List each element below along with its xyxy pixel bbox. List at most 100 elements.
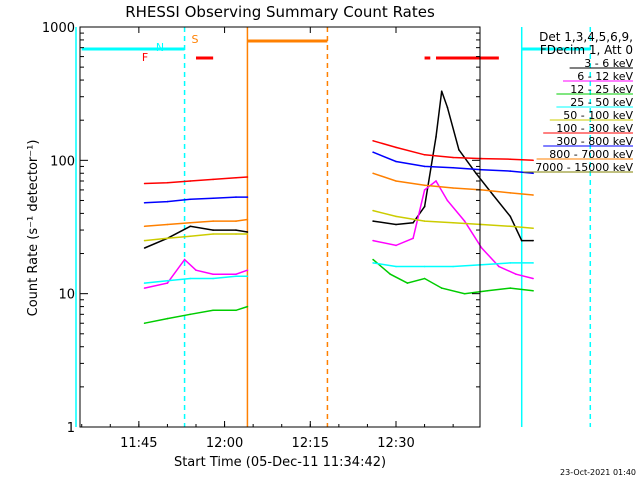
series-4-point-8 — [395, 215, 397, 218]
series-6-point-9 — [423, 165, 426, 168]
series-6-point-12 — [509, 170, 512, 172]
series-7-point-11 — [480, 189, 483, 191]
legend-entry-2: 12 - 25 keV — [570, 83, 633, 96]
series-2-point-9 — [406, 282, 409, 284]
series-6-point-13 — [532, 172, 534, 175]
series-5-point-5 — [246, 176, 249, 178]
series-1-point-1 — [166, 282, 169, 284]
series-0-point-16 — [492, 194, 494, 196]
flag-label-S: S — [192, 33, 199, 46]
series-5-point-11 — [480, 157, 483, 160]
series-2-point-4 — [235, 309, 237, 312]
y-tick-label-3: 1000 — [42, 21, 75, 36]
series-6-point-10 — [452, 166, 454, 169]
series-1-point-16 — [498, 265, 500, 268]
x-tick-label-1: 12:00 — [206, 436, 243, 451]
series-5-point-7 — [372, 140, 374, 142]
series-7-point-10 — [452, 187, 454, 189]
series-4-point-10 — [452, 222, 454, 224]
series-3-point-11 — [480, 263, 483, 266]
series-4-point-7 — [372, 209, 374, 212]
series-0-point-7 — [372, 220, 374, 222]
series-1-point-15 — [480, 247, 483, 249]
series-1-point-4 — [212, 273, 214, 276]
series-3-point-0 — [143, 282, 146, 284]
series-4-point-4 — [235, 233, 237, 235]
series-6-point-0 — [143, 202, 146, 204]
series-5-point-9 — [423, 154, 426, 156]
series-7-point-8 — [395, 180, 397, 182]
series-1-point-9 — [395, 244, 397, 247]
legend-header-detectors: Det 1,3,4,5,6,9, — [539, 30, 633, 44]
flag-label-F: F — [142, 51, 148, 64]
series-5-point-13 — [532, 159, 534, 162]
legend-entry-1: 6 - 12 keV — [577, 70, 633, 83]
series-7-point-12 — [509, 192, 512, 194]
series-6-point-2 — [189, 198, 192, 201]
series-7-point-2 — [189, 222, 192, 224]
y-axis-label: Count Rate (s⁻¹ detector⁻¹) — [26, 140, 41, 317]
series-0-point-18 — [520, 239, 523, 242]
series-0-point-12 — [440, 90, 443, 92]
series-0-point-4 — [235, 229, 237, 231]
series-2-point-15 — [532, 290, 534, 292]
legend-entry-7: 800 - 7000 keV — [549, 148, 633, 161]
series-2-point-7 — [372, 258, 374, 261]
series-3-point-5 — [246, 275, 249, 278]
series-6-point-3 — [212, 197, 214, 199]
series-0-point-8 — [395, 223, 397, 226]
series-7-point-4 — [235, 220, 237, 222]
series-3-point-12 — [509, 262, 512, 264]
series-3-point-1 — [166, 279, 169, 282]
series-1-point-11 — [423, 189, 426, 191]
series-0-point-19 — [532, 239, 534, 242]
series-6-point-4 — [235, 196, 237, 198]
series-6-point-5 — [246, 196, 249, 198]
series-5-point-0 — [143, 182, 146, 185]
series-4-point-2 — [189, 235, 192, 237]
y-tick-label-1: 10 — [58, 288, 75, 303]
series-0-point-11 — [435, 136, 437, 138]
series-5-point-3 — [212, 178, 214, 181]
x-axis-label: Start Time (05-Dec-11 11:34:42) — [174, 455, 386, 470]
series-7-point-7 — [372, 172, 374, 175]
axes: 11:45 12:00 12:15 12:30 1 10 100 1000 — [42, 21, 480, 451]
series-3-point-8 — [395, 265, 397, 268]
series-1-point-18 — [532, 277, 534, 280]
series-4-point-9 — [423, 220, 426, 222]
series-2-point-11 — [440, 287, 443, 289]
series-7-point-1 — [166, 223, 169, 226]
series-2-point-8 — [389, 273, 392, 276]
legend-entry-5: 100 - 300 keV — [556, 122, 633, 135]
series-1-point-6 — [246, 269, 249, 272]
series-1-point-2 — [183, 258, 186, 261]
series-1-point-10 — [412, 237, 414, 240]
series-0-point-13 — [446, 106, 449, 109]
series-0-point-17 — [509, 215, 512, 218]
x-tick-label-0: 11:45 — [120, 436, 157, 451]
series-4-point-11 — [480, 223, 483, 226]
series-0-point-3 — [212, 229, 214, 231]
series-2-point-14 — [509, 287, 512, 289]
series-2-point-2 — [189, 313, 192, 316]
legend-entry-4: 50 - 100 keV — [563, 109, 633, 122]
series-3-point-9 — [423, 265, 426, 268]
series-4-point-12 — [509, 225, 512, 228]
series-4-point-13 — [532, 227, 534, 229]
series-6-point-1 — [166, 200, 169, 203]
series-5-point-1 — [166, 181, 169, 184]
y-tick-label-2: 100 — [50, 154, 75, 169]
series-4-point-0 — [143, 239, 146, 242]
series-0-point-2 — [189, 225, 192, 228]
series-5-point-4 — [235, 177, 237, 179]
series-1-point-14 — [463, 220, 466, 222]
series-2-point-5 — [246, 305, 249, 308]
series-6-point-8 — [395, 160, 397, 163]
series-4-point-3 — [212, 233, 214, 235]
chart-title: RHESSI Observing Summary Count Rates — [125, 3, 435, 21]
legend-entry-3: 25 - 50 keV — [570, 96, 633, 109]
series-3-point-13 — [532, 262, 534, 264]
series-3-point-3 — [212, 277, 214, 280]
series-0-point-14 — [458, 149, 460, 151]
